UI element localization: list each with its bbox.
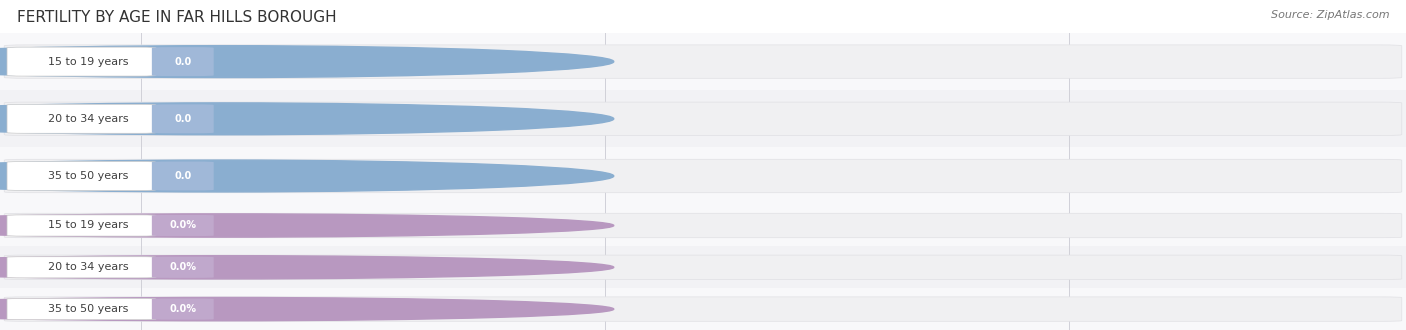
FancyBboxPatch shape: [152, 257, 214, 278]
Text: 20 to 34 years: 20 to 34 years: [48, 262, 129, 272]
Circle shape: [0, 297, 614, 321]
Text: 15 to 19 years: 15 to 19 years: [48, 220, 129, 230]
FancyBboxPatch shape: [7, 104, 156, 133]
Text: Source: ZipAtlas.com: Source: ZipAtlas.com: [1271, 10, 1389, 20]
Circle shape: [0, 46, 614, 78]
Text: 35 to 50 years: 35 to 50 years: [48, 171, 129, 181]
Circle shape: [0, 256, 614, 279]
Text: FERTILITY BY AGE IN FAR HILLS BOROUGH: FERTILITY BY AGE IN FAR HILLS BOROUGH: [17, 10, 336, 25]
FancyBboxPatch shape: [4, 102, 1402, 136]
FancyBboxPatch shape: [7, 161, 156, 190]
FancyBboxPatch shape: [152, 47, 214, 76]
Text: 35 to 50 years: 35 to 50 years: [48, 304, 129, 314]
FancyBboxPatch shape: [4, 255, 1402, 280]
Text: 0.0: 0.0: [174, 57, 191, 67]
Circle shape: [0, 160, 614, 192]
FancyBboxPatch shape: [152, 161, 214, 190]
Text: 0.0%: 0.0%: [169, 262, 197, 272]
FancyBboxPatch shape: [4, 297, 1402, 321]
FancyBboxPatch shape: [4, 45, 1402, 78]
Bar: [0, 33, 1406, 90]
Bar: [0, 247, 1406, 288]
Bar: [0, 205, 1406, 247]
FancyBboxPatch shape: [152, 215, 214, 236]
Bar: [0, 288, 1406, 330]
Text: 0.0%: 0.0%: [169, 304, 197, 314]
FancyBboxPatch shape: [7, 299, 156, 320]
FancyBboxPatch shape: [152, 104, 214, 133]
Text: 15 to 19 years: 15 to 19 years: [48, 57, 129, 67]
FancyBboxPatch shape: [4, 213, 1402, 238]
FancyBboxPatch shape: [7, 215, 156, 236]
Text: 0.0: 0.0: [174, 171, 191, 181]
Text: 0.0%: 0.0%: [169, 220, 197, 230]
Text: 20 to 34 years: 20 to 34 years: [48, 114, 129, 124]
Bar: [0, 90, 1406, 148]
FancyBboxPatch shape: [7, 47, 156, 76]
FancyBboxPatch shape: [152, 299, 214, 320]
FancyBboxPatch shape: [7, 257, 156, 278]
FancyBboxPatch shape: [4, 159, 1402, 193]
Circle shape: [0, 103, 614, 135]
Bar: [0, 148, 1406, 205]
Text: 0.0: 0.0: [174, 114, 191, 124]
Circle shape: [0, 214, 614, 237]
